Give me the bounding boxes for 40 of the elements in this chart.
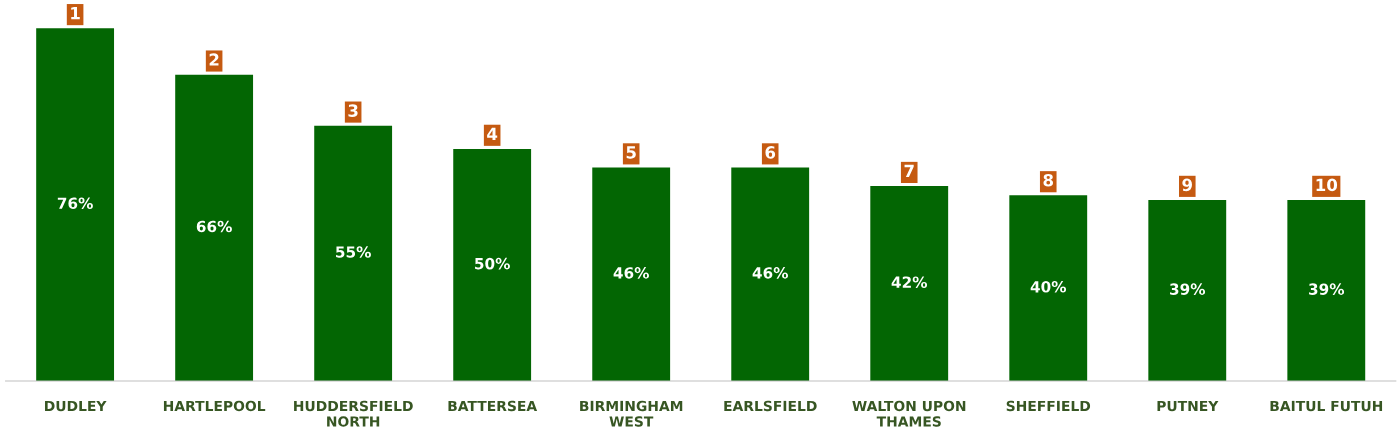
data-label: 55% — [336, 246, 371, 258]
annotation: 10 — [1316, 178, 1338, 192]
annotation: 8 — [1043, 173, 1054, 187]
data-label: 50% — [475, 257, 510, 270]
x-tick-label: DUDLEY — [45, 400, 107, 412]
x-tick-label: BIRMINGHAM WEST — [580, 400, 683, 427]
bar — [731, 167, 810, 381]
annotation: 3 — [348, 104, 358, 117]
x-tick-label: HARTLEPOOL — [163, 400, 266, 412]
annotation: 9 — [1182, 178, 1192, 192]
bar — [1287, 199, 1366, 381]
x-tick-label: PUTNEY — [1157, 400, 1219, 412]
bar — [1009, 195, 1088, 381]
x-tick-label: HUDDERSFIELD NORTH — [294, 400, 413, 427]
bar — [592, 167, 671, 381]
data-label: 39% — [1170, 283, 1206, 295]
x-tick-label: BATTERSEA — [448, 400, 538, 412]
bar — [453, 148, 532, 381]
data-label: 42% — [891, 276, 928, 288]
bar — [36, 28, 115, 381]
x-tick-label: SHEFFIELD — [1006, 400, 1091, 412]
x-tick-label: WALTON UPON THAMES — [852, 400, 966, 427]
annotation: 4 — [487, 127, 498, 140]
data-label: 40% — [1030, 281, 1067, 293]
annotation: 7 — [904, 164, 914, 178]
data-label: 66% — [196, 220, 232, 233]
bar — [1148, 199, 1227, 381]
annotation: 5 — [626, 146, 636, 159]
bar — [314, 125, 393, 381]
data-label: 76% — [57, 197, 93, 210]
x-tick-label: BAITUL FUTUH — [1270, 400, 1383, 412]
bar — [175, 74, 254, 381]
annotation: 1 — [71, 7, 80, 20]
data-label: 46% — [752, 267, 789, 279]
annotation: 2 — [209, 53, 219, 66]
x-tick-label: EARLSFIELD — [724, 400, 817, 412]
annotation: 6 — [765, 146, 776, 159]
bar — [870, 186, 949, 381]
data-label: 46% — [613, 267, 649, 279]
data-label: 39% — [1309, 283, 1345, 295]
